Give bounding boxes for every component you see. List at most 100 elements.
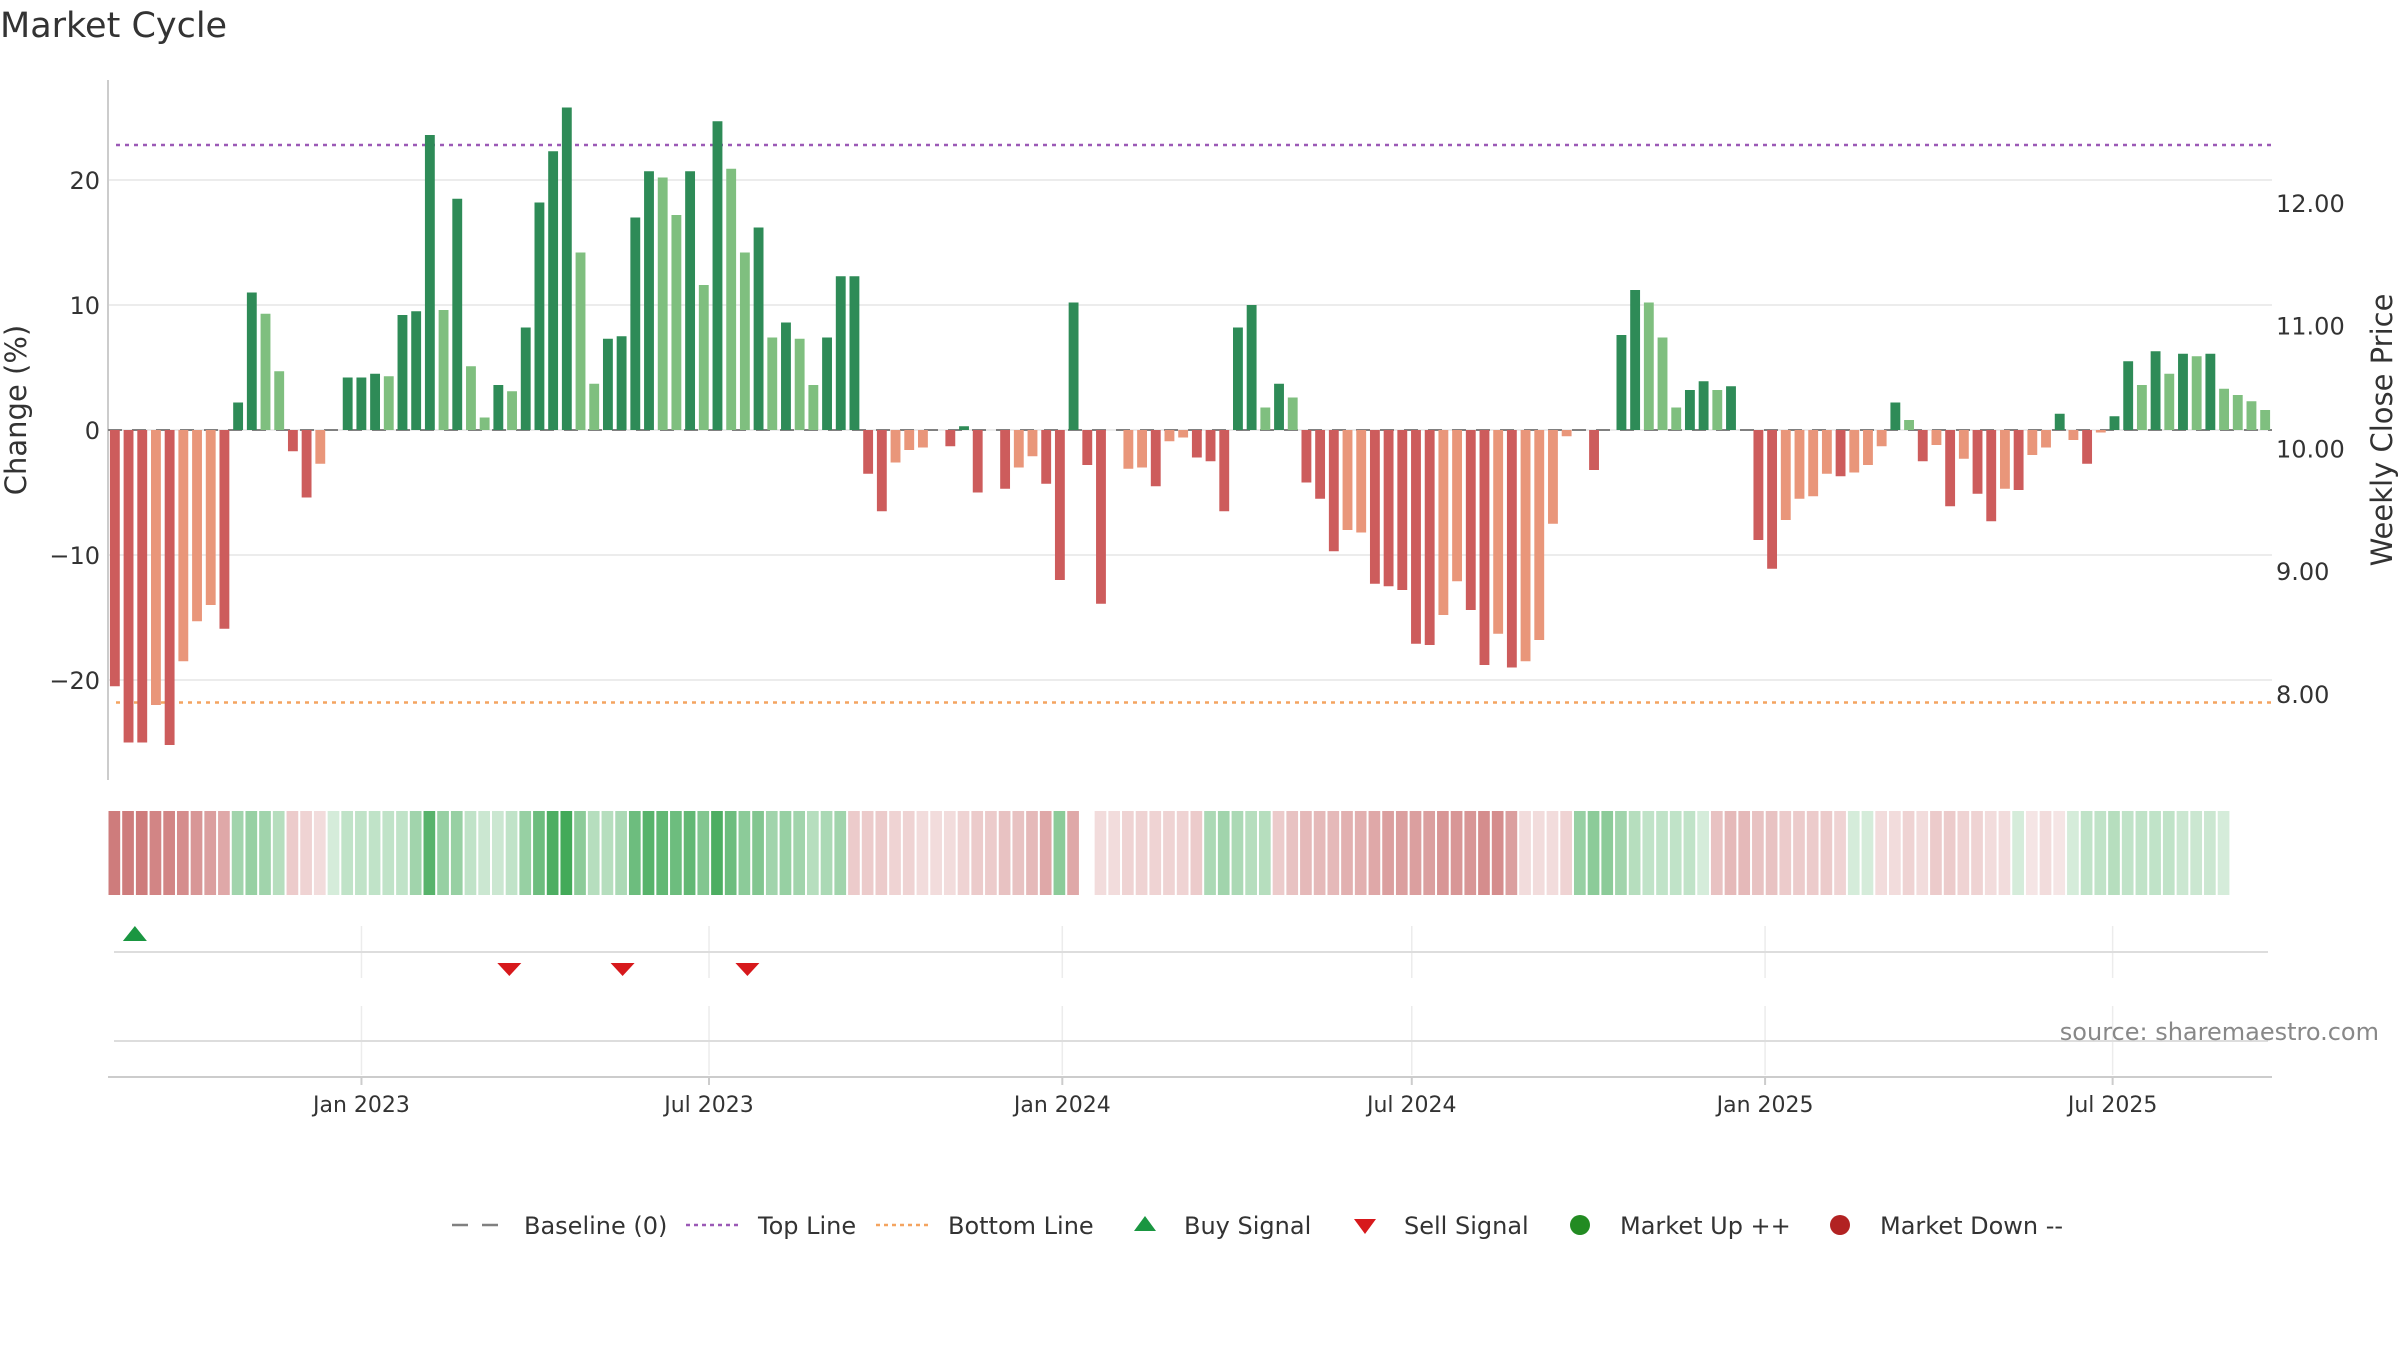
heatmap-cell <box>190 811 203 895</box>
change-bar <box>548 151 559 430</box>
change-bar <box>1301 430 1312 483</box>
heatmap-cell <box>1108 811 1121 895</box>
heatmap-cell <box>2162 811 2175 895</box>
heatmap-cell <box>642 811 655 895</box>
heatmap-cell <box>752 811 764 895</box>
legend-swatch <box>1830 1215 1850 1235</box>
change-bar <box>972 430 983 493</box>
change-bar <box>917 430 928 448</box>
legend: Baseline (0) Top Line Bottom Line Buy Signa… <box>452 1212 2063 1240</box>
change-bar <box>2260 410 2271 430</box>
change-bar <box>753 227 764 430</box>
change-bar <box>1671 407 1682 430</box>
heatmap-cell <box>2080 811 2093 895</box>
x-tick-label: Jan 2023 <box>311 1093 410 1118</box>
y-tick-label: 10 <box>69 292 100 320</box>
x-axis: Jan 2023 Jul 2023 Jan 2024 Jul 2024 Jan 2025… <box>108 1076 2272 1118</box>
change-bar <box>835 276 846 430</box>
change-bar <box>1150 430 1161 487</box>
heatmap-cell <box>697 811 710 895</box>
heatmap-cell <box>1765 811 1778 895</box>
heatmap-cell <box>533 811 545 895</box>
heatmap-cell <box>587 811 600 895</box>
legend-item: Buy Signal <box>1134 1212 1311 1240</box>
change-bar <box>1630 290 1641 430</box>
heatmap-cell <box>1217 811 1230 895</box>
legend-label: Market Up ++ <box>1620 1212 1791 1240</box>
heatmap-cell <box>368 811 381 895</box>
heatmap-cell <box>1984 811 1997 895</box>
change-bar <box>1506 430 1517 668</box>
legend-label: Sell Signal <box>1404 1212 1529 1240</box>
heatmap-cell <box>1573 811 1586 895</box>
change-bar <box>890 430 901 463</box>
change-bar <box>534 202 545 430</box>
change-bar <box>411 311 422 430</box>
heatmap-cell <box>2094 811 2107 895</box>
change-bar <box>1137 430 1147 468</box>
heatmap-cell <box>122 811 134 895</box>
heatmap-cell <box>738 811 751 895</box>
heatmap-cell <box>1615 811 1627 895</box>
heatmap-cell <box>834 811 847 895</box>
heatmap-cell <box>450 811 463 895</box>
heatmap-cell <box>355 811 367 895</box>
heatmap-cell <box>1094 811 1107 895</box>
change-bar <box>945 430 956 447</box>
change-bar <box>1835 430 1846 477</box>
change-bar <box>1068 302 1079 430</box>
change-bar <box>561 107 572 430</box>
heatmap-cell <box>1642 811 1655 895</box>
heatmap-cell <box>820 811 833 895</box>
heatmap-cell <box>1176 811 1189 895</box>
change-bar <box>822 337 832 430</box>
change-bar <box>1904 420 1914 430</box>
heatmap-cell <box>1847 811 1860 895</box>
change-bar <box>2082 430 2093 464</box>
change-bar <box>2109 416 2120 430</box>
change-bar <box>342 377 353 430</box>
sell-signal-marker <box>735 963 760 976</box>
heatmap-cell <box>793 811 806 895</box>
change-bar <box>2068 430 2079 440</box>
x-tick-label: Jul 2025 <box>2066 1093 2158 1118</box>
change-bar <box>1821 430 1832 474</box>
heatmap-cell <box>1532 811 1545 895</box>
change-bar <box>1753 430 1764 540</box>
change-bar <box>438 310 449 430</box>
y2-tick-label: 10.00 <box>2276 435 2345 463</box>
heatmap-cell <box>2176 811 2189 895</box>
legend-item: Sell Signal <box>1354 1212 1529 1240</box>
legend-item: Market Down -- <box>1830 1212 2063 1240</box>
buy-signal-marker <box>122 926 147 941</box>
heatmap-cell <box>1724 811 1737 895</box>
change-bar <box>767 337 778 430</box>
heatmap-cell <box>807 811 819 895</box>
change-bar <box>1315 430 1326 499</box>
change-bar <box>1274 383 1284 430</box>
change-bar <box>479 417 490 430</box>
change-bar <box>1054 430 1065 580</box>
heatmap-cell <box>245 811 258 895</box>
change-bar <box>794 338 805 430</box>
y-tick-label: 0 <box>85 417 100 445</box>
change-bar <box>109 430 120 687</box>
legend-item: Bottom Line <box>876 1212 1094 1240</box>
change-bar <box>1041 430 1052 484</box>
heatmap-cell <box>2025 811 2038 895</box>
heatmap-cell <box>2053 811 2066 895</box>
heatmap-cell <box>1245 811 1257 895</box>
change-bar <box>397 315 408 430</box>
x-tick-label: Jul 2024 <box>1365 1093 1457 1118</box>
change-bar <box>507 391 517 430</box>
change-bar <box>1876 430 1887 447</box>
change-bar <box>589 383 600 430</box>
heatmap-cell <box>1998 811 2011 895</box>
change-bar <box>466 366 476 430</box>
change-bar <box>205 430 216 605</box>
change-bar <box>1890 402 1901 430</box>
change-bar <box>1205 430 1216 462</box>
y-tick-label: 20 <box>69 167 100 195</box>
heatmap-cell <box>1053 811 1066 895</box>
heatmap-cell <box>1300 811 1312 895</box>
